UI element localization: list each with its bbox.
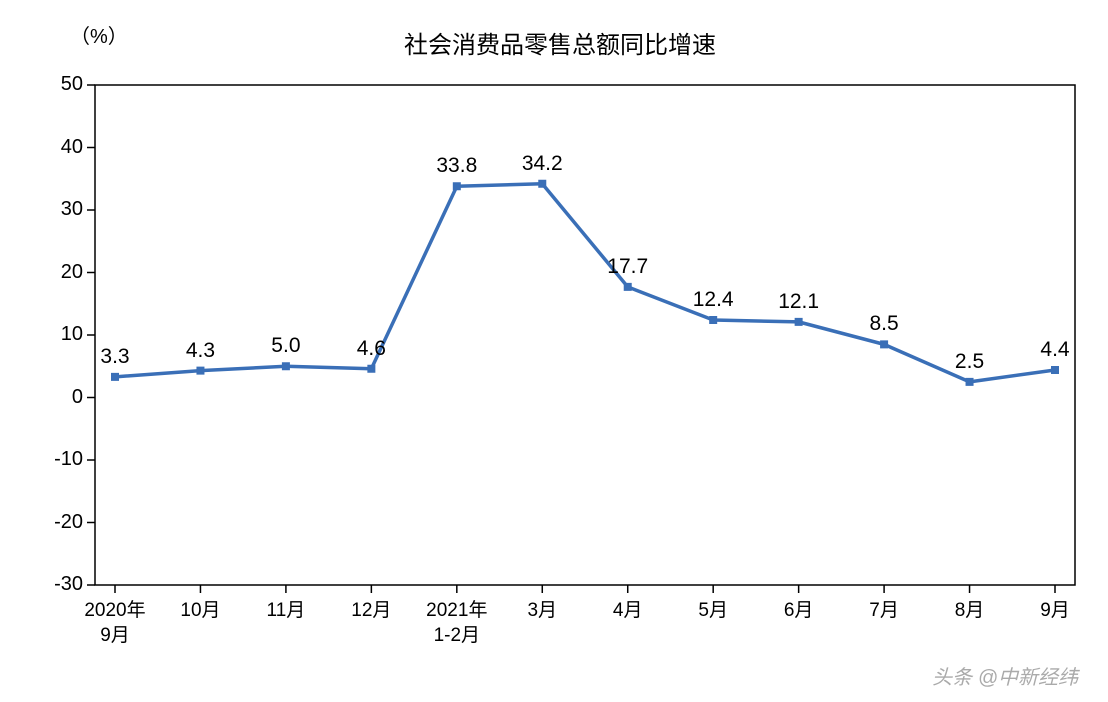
y-tick-label: -30 (33, 573, 83, 596)
x-tick-label: 12月 (331, 599, 411, 624)
y-tick-label: -10 (33, 448, 83, 471)
data-label: 17.7 (607, 255, 648, 279)
chart-container: （%） 社会消费品零售总额同比增速 -30 -20 -10 0 10 20 30 40 50 2… (0, 0, 1108, 702)
y-tick-label: 20 (33, 261, 83, 284)
x-tick-label: 4月 (588, 599, 668, 624)
data-label: 4.4 (1040, 338, 1069, 362)
y-tick-label: 0 (33, 386, 83, 409)
x-tick-label: 11月 (246, 599, 326, 624)
watermark: 头条 @中新经纬 (932, 661, 1078, 690)
y-tick-label: -20 (33, 511, 83, 534)
data-label: 33.8 (436, 154, 477, 178)
data-label: 4.3 (186, 339, 215, 363)
data-label: 8.5 (869, 312, 898, 336)
y-axis-unit: （%） (70, 20, 128, 49)
data-label: 12.1 (778, 290, 819, 314)
y-tick-label: 40 (33, 136, 83, 159)
x-tick-label: 6月 (759, 599, 839, 624)
data-label: 5.0 (271, 334, 300, 358)
chart-title: 社会消费品零售总额同比增速 (350, 25, 770, 60)
data-label: 2.5 (955, 350, 984, 374)
x-tick-label: 9月 (1015, 599, 1095, 624)
x-tick-label: 3月 (502, 599, 582, 624)
data-label: 3.3 (100, 345, 129, 369)
chart-svg (0, 0, 1108, 702)
data-label: 12.4 (693, 288, 734, 312)
x-tick-label: 7月 (844, 599, 924, 624)
x-tick-label: 10月 (160, 599, 240, 624)
x-tick-label: 2020年 9月 (75, 599, 155, 648)
x-tick-label: 5月 (673, 599, 753, 624)
y-tick-label: 30 (33, 198, 83, 221)
y-tick-label: 50 (33, 73, 83, 96)
data-label: 4.6 (357, 337, 386, 361)
x-tick-label: 8月 (930, 599, 1010, 624)
x-tick-label: 2021年 1-2月 (417, 599, 497, 648)
data-label: 34.2 (522, 152, 563, 176)
y-tick-label: 10 (33, 323, 83, 346)
